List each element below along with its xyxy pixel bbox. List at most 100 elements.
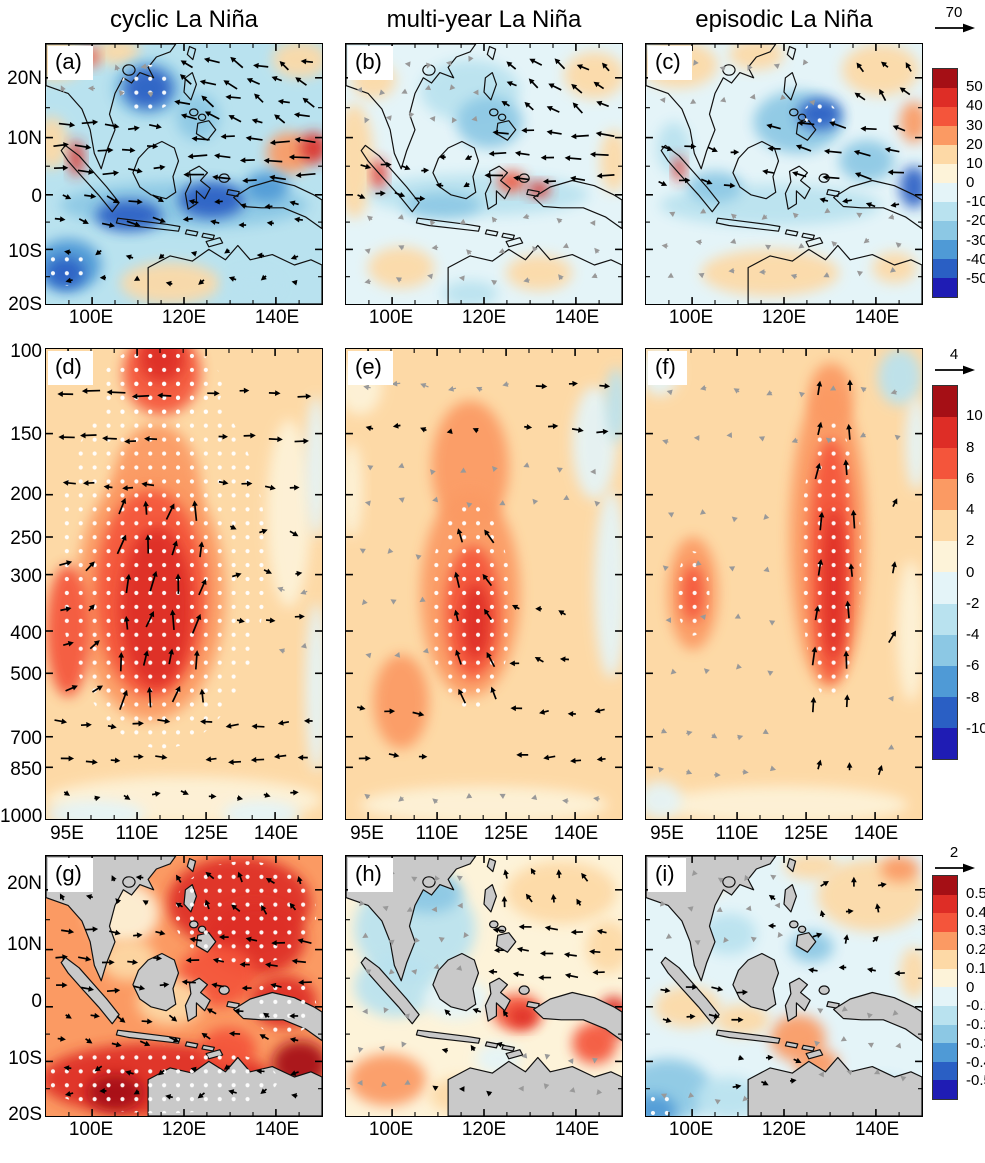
colorbar-tick-label: -4 — [966, 626, 980, 643]
colorbar-tick-label: -50 — [966, 270, 985, 287]
y-axis-tick-label: 20N — [7, 873, 42, 894]
panel-i: (i) — [645, 855, 923, 1117]
reference-arrow-icon — [935, 23, 975, 33]
colorbar-tick-label: -0.4 — [966, 1054, 985, 1071]
panel-g-map — [46, 856, 322, 1116]
reference-vector-row1: 70 — [926, 4, 982, 34]
colorbar-segment — [933, 727, 957, 759]
colorbar-tick-label: 0 — [966, 564, 975, 581]
panel-g: (g) — [45, 855, 323, 1117]
panel-g-label: (g) — [48, 858, 93, 892]
colorbar-segment — [933, 987, 957, 1007]
x-axis-tick-label: 110E — [715, 823, 759, 844]
colorbar-tick-label: 4 — [966, 501, 975, 518]
x-axis-tick-label: 100E — [68, 307, 114, 328]
y-axis-tick-label: 250 — [10, 528, 42, 549]
colorbar-segment — [933, 894, 957, 914]
x-axis-tick-label: 120E — [761, 1119, 807, 1140]
colorbar-tick-label: -20 — [966, 212, 985, 229]
x-axis-tick-label: 125E — [483, 823, 529, 844]
colorbar-tick-label: 30 — [966, 117, 983, 134]
reference-vector-row3: 2 — [926, 844, 982, 874]
panel-f: (f) — [645, 348, 923, 820]
colorbar-segment — [933, 386, 957, 418]
colorbar-segment — [933, 107, 957, 126]
x-axis-tick-label: 120E — [461, 1119, 507, 1140]
colorbar-tick-label: 0.2 — [966, 941, 985, 958]
colorbar-tick-label: 10 — [966, 155, 983, 172]
reference-vector-value: 4 — [949, 346, 959, 363]
x-axis-tick-label: 100E — [368, 307, 414, 328]
panel-f-section — [646, 349, 922, 819]
colorbar-segment — [933, 259, 957, 278]
colorbar-row1 — [932, 68, 958, 298]
x-axis-tick-label: 140E — [254, 307, 300, 328]
x-axis-tick-label: 100E — [68, 1119, 114, 1140]
colorbar-row3 — [932, 875, 958, 1100]
y-axis-tick-label: 20S — [8, 1104, 42, 1125]
colorbar-segment — [933, 572, 957, 604]
y-axis-tick-label: 150 — [10, 424, 42, 445]
y-axis-tick-label: 700 — [10, 728, 42, 749]
colorbar-segment — [933, 448, 957, 480]
x-axis-tick-label: 140E — [554, 307, 600, 328]
x-axis-tick-label: 110E — [415, 823, 459, 844]
reference-arrow-icon — [935, 365, 975, 375]
panel-d: (d) — [45, 348, 323, 820]
colorbar-tick-label: 0 — [966, 174, 975, 191]
panel-i-label: (i) — [648, 858, 686, 892]
colorbar-segment — [933, 1080, 957, 1099]
colorbar-tick-label: 50 — [966, 78, 983, 95]
x-axis-tick-label: 140E — [254, 1119, 300, 1140]
x-axis-tick-label: 140E — [253, 823, 299, 844]
colorbar-segment — [933, 1024, 957, 1044]
colorbar-tick-label: 6 — [966, 470, 975, 487]
colorbar-segment — [933, 876, 957, 895]
colorbar-tick-label: 0.4 — [966, 904, 985, 921]
colorbar-tick-label: 10 — [966, 407, 983, 424]
y-axis-tick-label: 0 — [31, 186, 42, 207]
colorbar-row2 — [932, 385, 958, 760]
colorbar-tick-label: 8 — [966, 439, 975, 456]
colorbar-segment — [933, 417, 957, 449]
column-title-episodic: episodic La Niña — [695, 6, 873, 33]
panel-e: (e) — [345, 348, 623, 820]
panel-f-label: (f) — [648, 351, 687, 385]
colorbar-segment — [933, 145, 957, 164]
x-axis-tick-label: 120E — [761, 307, 807, 328]
x-axis-tick-label: 110E — [115, 823, 159, 844]
x-axis-tick-label: 120E — [461, 307, 507, 328]
x-axis-tick-label: 140E — [553, 823, 599, 844]
panel-i-map — [646, 856, 922, 1116]
y-axis-tick-label: 100 — [10, 341, 42, 362]
colorbar-segment — [933, 88, 957, 107]
panel-e-section — [346, 349, 622, 819]
colorbar-segment — [933, 1006, 957, 1025]
x-axis-tick-label: 100E — [668, 1119, 714, 1140]
panel-a: (a) — [45, 43, 323, 305]
x-axis-tick-label: 120E — [161, 1119, 207, 1140]
panel-d-section — [46, 349, 322, 819]
panel-h-label: (h) — [348, 858, 393, 892]
panel-h-map — [346, 856, 622, 1116]
colorbar-tick-label: -0.2 — [966, 1016, 985, 1033]
panel-a-label: (a) — [48, 46, 93, 80]
panel-d-label: (d) — [48, 351, 93, 385]
colorbar-segment — [933, 278, 957, 297]
panel-b: (b) — [345, 43, 623, 305]
panel-c-label: (c) — [648, 46, 692, 80]
x-axis-tick-label: 95E — [50, 823, 84, 844]
column-title-multiyear: multi-year La Niña — [386, 6, 582, 33]
colorbar-segment — [933, 510, 957, 542]
x-axis-tick-label: 140E — [554, 1119, 600, 1140]
colorbar-segment — [933, 164, 957, 183]
x-axis-tick-label: 100E — [368, 1119, 414, 1140]
colorbar-segment — [933, 479, 957, 511]
x-axis-tick-label: 140E — [854, 1119, 900, 1140]
x-axis-tick-label: 120E — [161, 307, 207, 328]
y-axis-tick-label: 10N — [7, 128, 42, 149]
colorbar-tick-label: 0 — [966, 979, 975, 996]
colorbar-tick-label: -40 — [966, 251, 985, 268]
colorbar-tick-label: -0.5 — [966, 1072, 985, 1089]
colorbar-segment — [933, 968, 957, 988]
